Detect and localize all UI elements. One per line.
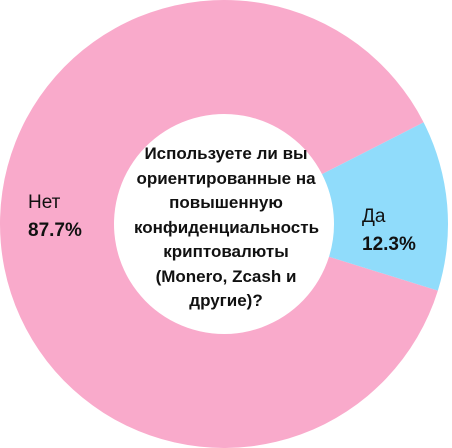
chart-title: Используете ли вы ориентированные на пов… [134, 144, 320, 310]
category-label: Нет [28, 192, 61, 213]
slice-label: Нет 87.7% [28, 189, 82, 245]
value-label: 87.7% [28, 220, 82, 241]
slice [0, 0, 438, 448]
slice [322, 122, 448, 291]
slice-label: Да 12.3% [362, 203, 416, 259]
category-label: Да [362, 206, 386, 227]
value-label: 12.3% [362, 234, 416, 255]
